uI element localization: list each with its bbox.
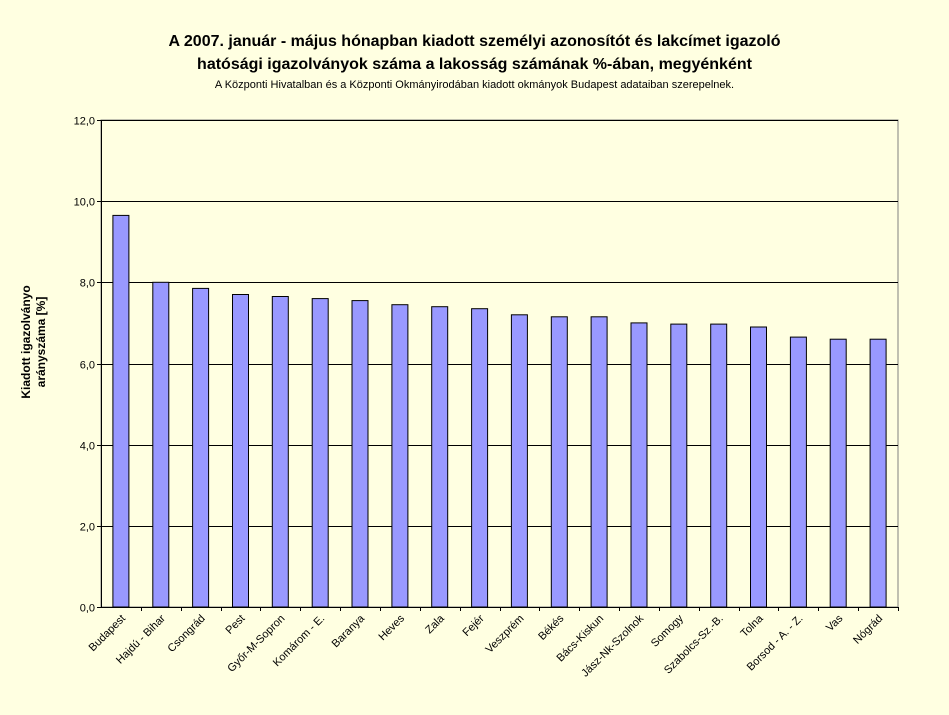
- bar: [510, 314, 528, 608]
- x-tick-label: Nógrád: [851, 613, 885, 647]
- chart-title-line-2: hatósági igazolványok száma a lakosság s…: [197, 56, 752, 73]
- bar: [750, 326, 767, 608]
- bar: [152, 281, 170, 608]
- bar: [710, 323, 728, 608]
- bar: [112, 214, 130, 608]
- chart-subtitle: A Központi Hivatalban és a Központi Okmá…: [214, 79, 735, 91]
- y-tick-label: 6,0: [80, 360, 95, 372]
- chart-title-line-1: A 2007. január - május hónapban kiadott …: [168, 33, 781, 50]
- x-tick-label: Tolna: [739, 612, 767, 640]
- x-tick-label: Veszprém: [483, 613, 526, 656]
- bar: [550, 316, 568, 608]
- bar: [431, 306, 449, 608]
- plot-background: [100, 119, 899, 608]
- y-tick-label: 10,0: [74, 197, 95, 209]
- x-tick-label: Somogy: [649, 612, 686, 649]
- x-tick-label: Budapest: [87, 613, 128, 654]
- x-tick-label: Fejér: [460, 612, 486, 638]
- bar: [829, 338, 847, 608]
- bar: [789, 336, 807, 608]
- bar: [351, 300, 369, 608]
- bar: [869, 338, 887, 608]
- x-tick-label: Békés: [536, 612, 566, 642]
- y-tick-label: 0,0: [80, 603, 95, 615]
- bar: [590, 316, 608, 608]
- y-tick-label: 4,0: [80, 441, 95, 453]
- bar: [271, 296, 289, 608]
- x-tick-label: Baranya: [330, 612, 368, 650]
- y-tick-label: 2,0: [80, 522, 95, 534]
- x-tick-label: Zala: [423, 612, 447, 636]
- bar: [471, 308, 489, 608]
- bar: [391, 304, 409, 608]
- x-tick-label: Csongrád: [166, 613, 208, 655]
- x-tick-label: Pest: [224, 613, 248, 637]
- bar: [232, 294, 249, 608]
- x-tick-label: Vas: [824, 612, 846, 634]
- y-tick-label: 8,0: [80, 278, 95, 290]
- x-tick-label: Heves: [376, 612, 407, 643]
- bar: [670, 323, 688, 608]
- bar: [192, 287, 210, 608]
- y-tick-label: 12,0: [74, 116, 95, 128]
- bar: [311, 298, 329, 608]
- bar: [630, 322, 648, 608]
